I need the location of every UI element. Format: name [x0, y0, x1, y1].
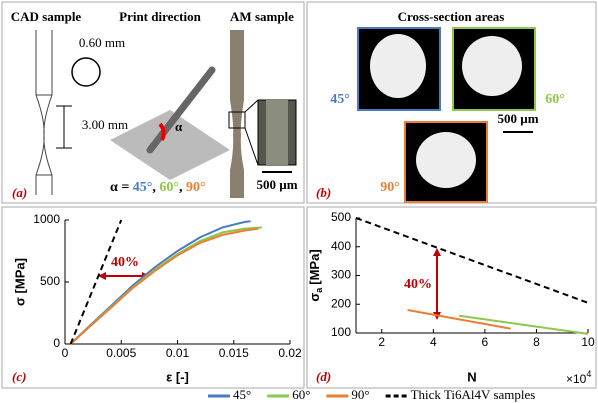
- y-tick-label: 200: [331, 296, 351, 310]
- y-tick-label: 500: [40, 274, 60, 288]
- figure: CAD sample Print direction AM sample 3.0…: [0, 0, 598, 403]
- separator: ,: [179, 180, 183, 195]
- y-tick-label: 0: [53, 336, 60, 350]
- x-tick-label: 0.015: [219, 346, 249, 360]
- cross-section: [72, 58, 100, 86]
- y-tick-label: 400: [331, 239, 351, 253]
- x-tick-label: 10: [581, 335, 595, 349]
- x-tick-label: 0.005: [106, 346, 136, 360]
- annotation: 40%: [111, 255, 139, 270]
- unit: [MPa]: [307, 249, 322, 284]
- angle-text: α =: [110, 180, 133, 195]
- x-axis-label: ε [-]: [166, 369, 189, 384]
- y-tick-label: 100: [331, 325, 351, 339]
- series-line: [459, 316, 588, 334]
- zoom-inset-core: [266, 100, 288, 165]
- length-label: 3.00 mm: [82, 117, 128, 132]
- x-tick-label: 4: [430, 335, 437, 349]
- cross-section: [416, 132, 476, 188]
- panel-label: (d): [316, 369, 331, 384]
- series-line: [71, 229, 259, 344]
- angle: 60°: [159, 180, 179, 195]
- x-tick-label: 6: [482, 335, 489, 349]
- series-line: [356, 218, 588, 303]
- zoom-line: [245, 100, 258, 112]
- panel-a: CAD sample Print direction AM sample 3.0…: [11, 9, 298, 200]
- y-axis-label: σa [MPa]: [307, 249, 324, 301]
- separator: ,: [152, 180, 156, 195]
- x-tick-label: 2: [378, 335, 385, 349]
- cross-section: [370, 34, 426, 98]
- subscript: a: [314, 287, 324, 293]
- x-tick-label: 0: [62, 346, 69, 360]
- scale-label: 500 µm: [256, 177, 297, 192]
- series-line: [71, 220, 122, 344]
- header: CAD sample: [11, 9, 82, 24]
- angle: 90°: [186, 180, 206, 195]
- x-tick-label: 8: [533, 335, 540, 349]
- zoom-line: [245, 128, 258, 165]
- header: Print direction: [119, 9, 201, 24]
- panel-title: Cross-section areas: [398, 9, 505, 24]
- panel-label: (b): [316, 185, 331, 200]
- header: AM sample: [230, 9, 294, 24]
- angle-symbol: α: [175, 119, 183, 134]
- diameter-label: 0.60 mm: [79, 35, 125, 50]
- panel-label: (a): [12, 185, 27, 200]
- legend-label: 60°: [292, 387, 310, 402]
- x-tick-label: 0.02: [278, 346, 302, 360]
- legend-label: 90°: [351, 387, 369, 402]
- angle-list: α = 45°, 60°, 90°: [110, 180, 206, 195]
- y-tick-label: 1000: [33, 212, 60, 226]
- angle: 45°: [330, 92, 350, 107]
- series-line: [408, 310, 511, 329]
- x-tick-label: 0.01: [166, 346, 190, 360]
- angle: 60°: [545, 92, 565, 107]
- series-line: [71, 221, 251, 344]
- legend-label: Thick Ti6Al4V samples: [411, 387, 536, 402]
- series-line: [71, 227, 262, 344]
- symbol: σ: [307, 293, 322, 302]
- x-multiplier: ×104: [566, 369, 591, 386]
- panel-c-frame: [2, 207, 304, 388]
- scale-label: 500 µm: [497, 111, 538, 126]
- exponent: 4: [586, 369, 591, 379]
- angle: 45°: [133, 180, 153, 195]
- y-tick-label: 300: [331, 268, 351, 282]
- angle: 90°: [380, 180, 400, 195]
- y-axis-label: σ [MPa]: [12, 258, 27, 306]
- arrow-head: [433, 248, 441, 256]
- cross-section: [462, 36, 522, 96]
- panel-b: Cross-section areas 45° 60° 90° 500 µm (…: [316, 9, 565, 202]
- cad-sample: [36, 30, 52, 195]
- base: ×10: [566, 372, 587, 386]
- y-tick-label: 500: [331, 210, 351, 224]
- annotation: 40%: [404, 277, 432, 292]
- am-sample: [230, 30, 244, 198]
- x-axis-label: N: [467, 369, 476, 384]
- annotation-d: 40%: [404, 248, 441, 320]
- panel-label: (c): [12, 369, 26, 384]
- legend-label: 45°: [233, 387, 251, 402]
